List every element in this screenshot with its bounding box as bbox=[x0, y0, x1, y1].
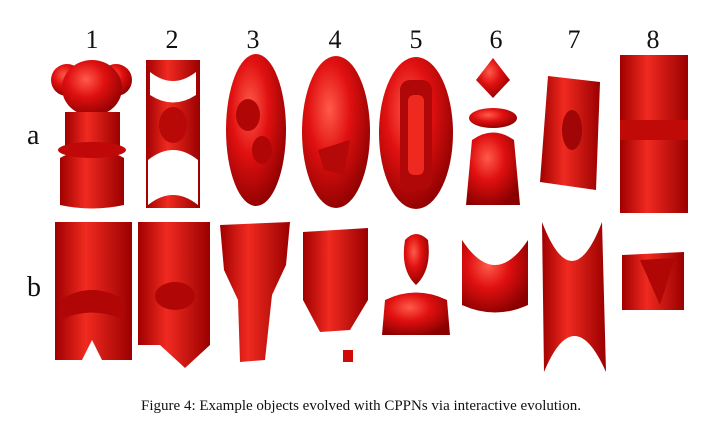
object-b7 bbox=[542, 222, 606, 372]
object-a4 bbox=[302, 56, 370, 208]
row-label-a: a bbox=[27, 120, 40, 151]
object-b3 bbox=[220, 222, 290, 362]
object-a1 bbox=[51, 60, 132, 209]
object-b2 bbox=[138, 222, 210, 368]
object-a6 bbox=[466, 58, 520, 205]
object-a7 bbox=[540, 76, 600, 190]
row-label-b: b bbox=[27, 272, 41, 303]
object-a5 bbox=[379, 57, 453, 209]
column-number-8: 8 bbox=[646, 25, 660, 54]
evolved-objects-grid bbox=[51, 54, 688, 372]
object-b5 bbox=[382, 234, 450, 335]
column-number-1: 1 bbox=[85, 25, 99, 54]
column-number-4: 4 bbox=[328, 25, 342, 54]
column-number-5: 5 bbox=[409, 25, 423, 54]
object-a2 bbox=[146, 60, 200, 208]
figure-caption: Figure 4: Example objects evolved with C… bbox=[141, 398, 581, 414]
object-b8 bbox=[622, 252, 684, 310]
object-a8 bbox=[620, 55, 688, 213]
object-b4 bbox=[303, 228, 368, 362]
object-b6 bbox=[462, 240, 528, 313]
object-b1 bbox=[55, 222, 132, 360]
column-number-2: 2 bbox=[165, 25, 179, 54]
object-a3 bbox=[226, 54, 286, 206]
column-number-7: 7 bbox=[567, 25, 581, 54]
column-number-6: 6 bbox=[489, 25, 503, 54]
column-number-3: 3 bbox=[246, 25, 260, 54]
